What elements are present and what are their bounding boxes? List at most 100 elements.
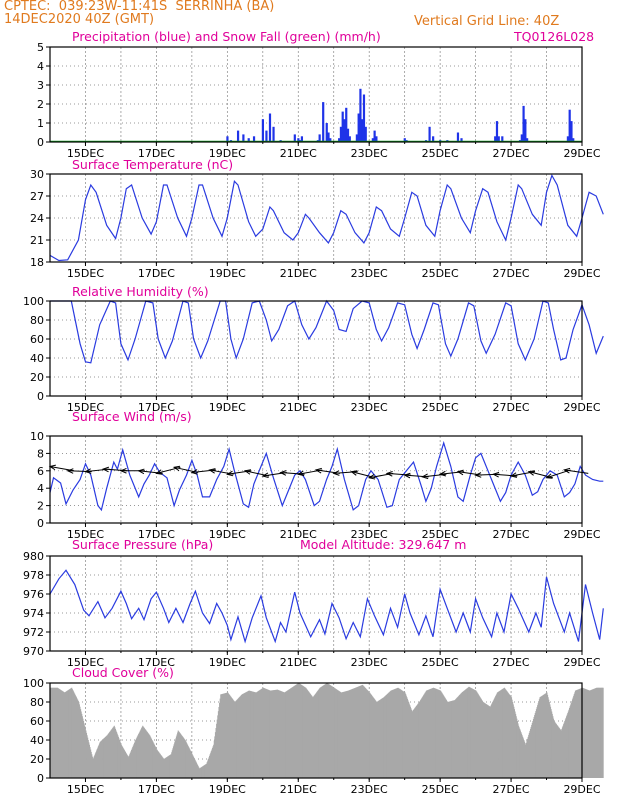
cloud-bar — [322, 685, 324, 778]
cloud-bar — [249, 690, 251, 778]
cloud-bar — [384, 696, 386, 778]
cloud-bar — [210, 751, 212, 778]
cloud-bar — [435, 688, 437, 778]
cloud-bar — [246, 691, 248, 778]
cloud-bar — [63, 692, 65, 778]
cloud-bar — [339, 691, 341, 778]
precip-bar — [497, 136, 500, 142]
cloud-bar — [355, 687, 357, 778]
cloud-bar — [201, 766, 203, 778]
cloud-bar — [62, 691, 64, 778]
cloud-bar — [136, 737, 138, 778]
cloud-bar — [491, 703, 493, 778]
precip-bar — [322, 102, 325, 142]
cloud-bar — [506, 690, 508, 778]
cloud-bar — [346, 690, 348, 778]
cloud-bar — [559, 728, 561, 778]
cloud-bar — [439, 690, 441, 778]
precip-bar — [327, 132, 330, 142]
cloud-bar — [94, 754, 96, 778]
cloud-bar — [94, 753, 96, 778]
cloud-bar — [369, 693, 371, 778]
x-tick-label: 15DEC — [67, 528, 104, 541]
cloud-bar — [104, 737, 106, 778]
cloud-bar — [472, 688, 474, 778]
cloud-bar — [112, 728, 114, 778]
cloud-bar — [584, 688, 586, 778]
cloud-bar — [307, 690, 309, 778]
x-tick-label: 21DEC — [280, 528, 317, 541]
y-tick-label: 3 — [37, 79, 44, 92]
cloud-bar — [586, 689, 588, 778]
cloud-bar — [333, 687, 335, 778]
cloud-bar — [326, 683, 328, 778]
cloud-bar — [318, 688, 320, 778]
cloud-bar — [577, 689, 579, 778]
cloud-bar — [500, 690, 502, 778]
cloud-bar — [217, 715, 219, 778]
cloud-bar — [538, 701, 540, 778]
x-tick-label: 15DEC — [67, 783, 104, 796]
cloud-bar — [531, 722, 533, 778]
cloud-bar — [53, 687, 55, 778]
cloud-bar — [229, 695, 231, 778]
precip-bar — [341, 111, 344, 142]
cloud-bar — [237, 698, 239, 778]
model-altitude-note: Model Altitude: 329.647 m — [300, 537, 467, 552]
cloud-bar — [503, 688, 505, 778]
cloud-bar — [119, 741, 121, 778]
cloud-bar — [490, 705, 492, 778]
cloud-bar — [271, 690, 273, 778]
cloud-bar — [552, 716, 554, 778]
cloud-bar — [558, 728, 560, 778]
temp-frame — [49, 173, 583, 263]
cloud-bar — [106, 735, 108, 778]
cloud-bar — [398, 688, 400, 778]
cloud-bar — [102, 739, 104, 778]
cloud-bar — [285, 691, 287, 778]
cloud-bar — [289, 688, 291, 778]
cloud-bar — [96, 749, 98, 778]
cloud-bar — [405, 694, 407, 778]
cloud-bar — [590, 690, 592, 778]
cloud-bar — [98, 744, 100, 778]
cloud-bar — [348, 690, 350, 778]
cloud-bar — [493, 698, 495, 778]
cloud-bar — [67, 690, 69, 778]
cloud-bar — [232, 698, 234, 778]
cloud-bar — [381, 698, 383, 778]
cloud-bar — [436, 689, 438, 778]
cloud-bar — [146, 731, 148, 778]
cloud-bar — [458, 695, 460, 778]
x-tick-label: 29DEC — [563, 401, 600, 414]
cloud-bar — [142, 725, 144, 778]
cloud-bar — [130, 749, 132, 778]
cloud-bar — [291, 687, 293, 778]
cloud-bar — [522, 736, 524, 778]
cloud-bar — [430, 688, 432, 778]
cloud-bar — [451, 700, 453, 778]
cloud-bar — [549, 704, 551, 778]
cloud-bar — [143, 728, 145, 778]
cloud-bar — [499, 690, 501, 778]
cloud-bar — [172, 746, 174, 778]
cloud-bar — [373, 698, 375, 778]
cloud-bar — [529, 728, 531, 778]
cloud-bar — [66, 690, 68, 778]
cloud-bar — [57, 688, 59, 778]
cloud-bar — [151, 738, 153, 778]
cloud-bar — [474, 689, 476, 778]
cloud-bar — [371, 695, 373, 778]
cloud-bar — [333, 687, 335, 778]
y-tick-label: 4 — [37, 482, 44, 495]
cloud-bar — [540, 696, 542, 778]
cloud-bar — [337, 690, 339, 778]
cloud-bar — [99, 743, 101, 778]
cloud-bar — [521, 733, 523, 778]
cloud-bar — [511, 699, 513, 778]
cloud-bar — [529, 730, 531, 778]
cloud-bar — [438, 689, 440, 778]
y-tick-label: 976 — [23, 588, 44, 601]
cloud-bar — [508, 694, 510, 778]
cloud-bar — [602, 687, 604, 778]
